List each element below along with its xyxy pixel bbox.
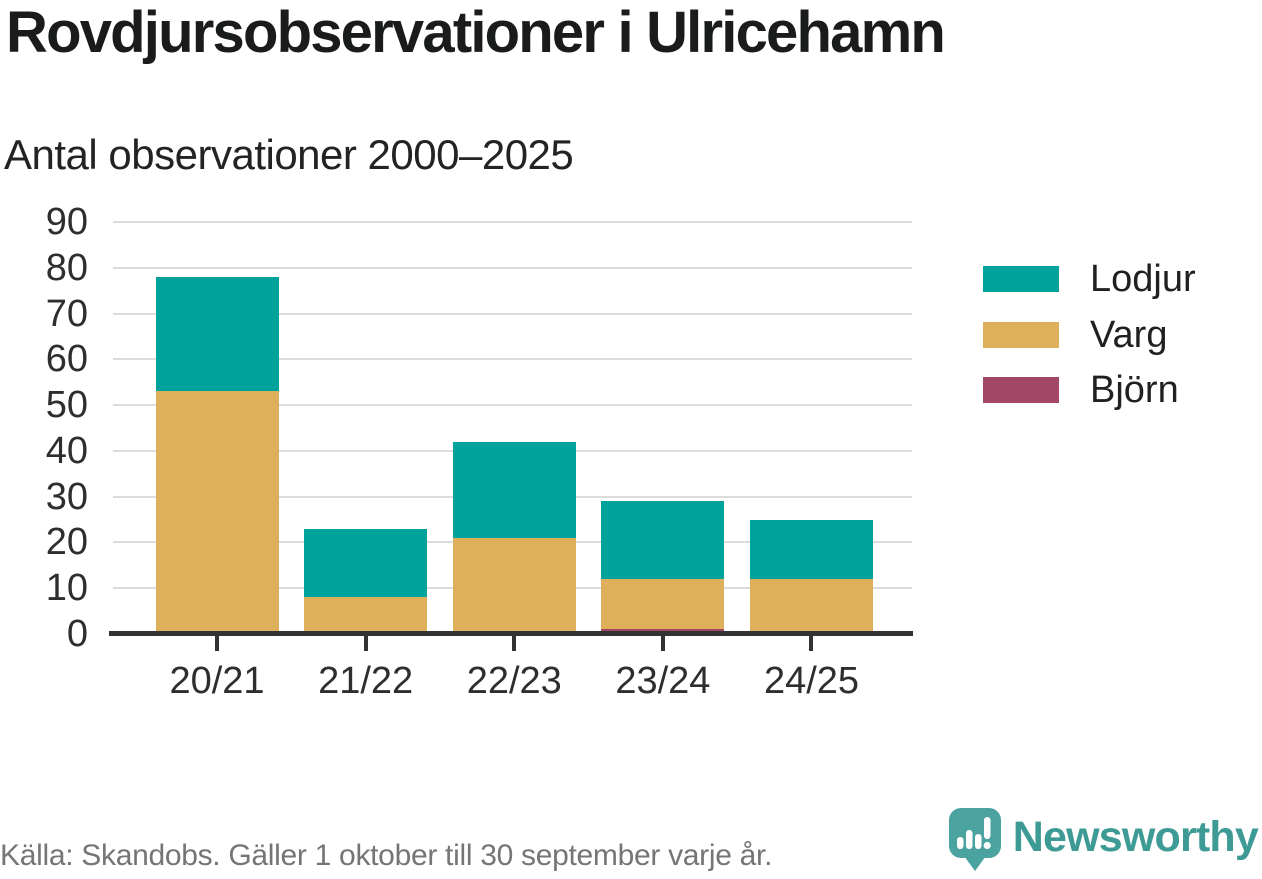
y-tick-label-80: 80 — [45, 246, 88, 289]
x-tick-21-22 — [363, 636, 368, 651]
gridline-y-80 — [113, 266, 912, 269]
x-tick-23-24 — [660, 636, 665, 651]
gridline-y-50 — [113, 404, 912, 407]
x-tick-label-23-24: 23/24 — [615, 660, 711, 702]
bar-segment-lodjur-23-24 — [601, 501, 725, 580]
x-axis-line — [109, 631, 913, 636]
x-tick-label-24-25: 24/25 — [763, 660, 860, 702]
legend-swatch-varg — [983, 321, 1059, 348]
page-title: Rovdjursobservationer i Ulricehamn — [6, 0, 946, 65]
bar-20-21 — [155, 222, 279, 634]
bar-segment-varg-22-23 — [452, 537, 576, 634]
y-tick-label-40: 40 — [45, 429, 88, 472]
bar-segment-lodjur-20-21 — [155, 276, 279, 392]
y-tick-label-60: 60 — [45, 338, 88, 381]
gridline-y-90 — [113, 221, 912, 223]
legend-item-varg: Varg — [983, 316, 1196, 354]
x-tick-24-25 — [809, 636, 814, 651]
bar-22-23 — [452, 222, 576, 634]
gridline-y-60 — [113, 358, 912, 361]
bar-24-25 — [749, 222, 873, 634]
bar-23-24 — [601, 222, 725, 634]
bar-segment-lodjur-24-25 — [749, 519, 873, 580]
y-axis-labels: 0 10 20 30 40 50 60 70 80 90 — [0, 203, 88, 653]
legend-swatch-björn — [983, 377, 1059, 403]
legend-swatch-lodjur — [983, 266, 1059, 292]
x-tick-label-22-23: 22/23 — [466, 660, 562, 702]
legend-label-lodjur: Lodjur — [1090, 258, 1196, 300]
y-tick-label-30: 30 — [45, 475, 88, 518]
brand-lockup: Newsworthy — [948, 808, 1259, 877]
legend-item-lodjur: Lodjur — [983, 260, 1196, 298]
y-tick-label-10: 10 — [45, 567, 88, 610]
gridline-y-70 — [113, 312, 912, 315]
x-tick-20-21 — [215, 636, 220, 651]
bar-21-22 — [304, 222, 428, 634]
chart-legend: Lodjur Varg Björn — [983, 260, 1196, 433]
legend-label-björn: Björn — [1090, 369, 1179, 411]
legend-item-björn: Björn — [983, 371, 1196, 409]
x-tick-22-23 — [512, 636, 517, 651]
y-tick-label-70: 70 — [45, 292, 88, 335]
legend-label-varg: Varg — [1090, 313, 1168, 356]
bar-segment-varg-20-21 — [155, 391, 279, 634]
chart-subtitle: Antal observationer 2000–2025 — [4, 131, 574, 178]
bar-segment-varg-23-24 — [601, 579, 725, 630]
y-tick-label-50: 50 — [45, 384, 88, 427]
plot-area: 20/21 21/22 22/23 23/24 24/25 — [109, 221, 913, 700]
x-tick-label-21-22: 21/22 — [318, 660, 414, 702]
brand-name: Newsworthy — [1012, 813, 1259, 861]
bar-segment-varg-21-22 — [304, 597, 428, 634]
bar-segment-lodjur-22-23 — [452, 441, 576, 538]
x-tick-label-20-21: 20/21 — [169, 660, 265, 702]
bar-segment-lodjur-21-22 — [304, 528, 428, 598]
y-tick-label-20: 20 — [45, 521, 88, 564]
bar-segment-varg-24-25 — [749, 579, 873, 634]
y-tick-label-90: 90 — [45, 201, 88, 243]
y-tick-label-0: 0 — [66, 613, 88, 655]
source-note: Källa: Skandobs. Gäller 1 oktober till 3… — [0, 839, 773, 872]
newsworthy-logo-icon — [948, 808, 1001, 877]
